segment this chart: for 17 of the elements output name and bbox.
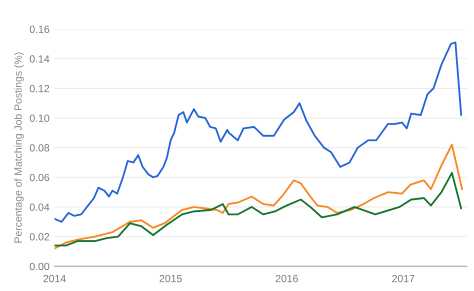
x-tick-label: 2016 bbox=[276, 274, 298, 282]
line-series bbox=[54, 172, 462, 246]
y-tick-label: 0.12 bbox=[30, 84, 50, 92]
y-tick-label: 0.06 bbox=[30, 174, 50, 182]
y-tick-label: 0.08 bbox=[30, 144, 50, 152]
y-tick-label: 0.00 bbox=[30, 262, 50, 270]
x-tick-label: 2015 bbox=[160, 274, 182, 282]
y-tick-label: 0.16 bbox=[30, 26, 50, 33]
line-series bbox=[54, 42, 462, 223]
x-tick-label: 2017 bbox=[392, 274, 414, 282]
y-tick-label: 0.10 bbox=[30, 114, 50, 122]
y-tick-label: 0.14 bbox=[30, 55, 50, 63]
y-tick-label: 0.04 bbox=[30, 203, 50, 211]
y-tick-label: 0.02 bbox=[30, 233, 50, 240]
x-tick-label: 2014 bbox=[43, 274, 66, 282]
line-series bbox=[54, 144, 464, 250]
y-axis-title: Percentage of Matching Job Postings (%) bbox=[14, 52, 24, 243]
